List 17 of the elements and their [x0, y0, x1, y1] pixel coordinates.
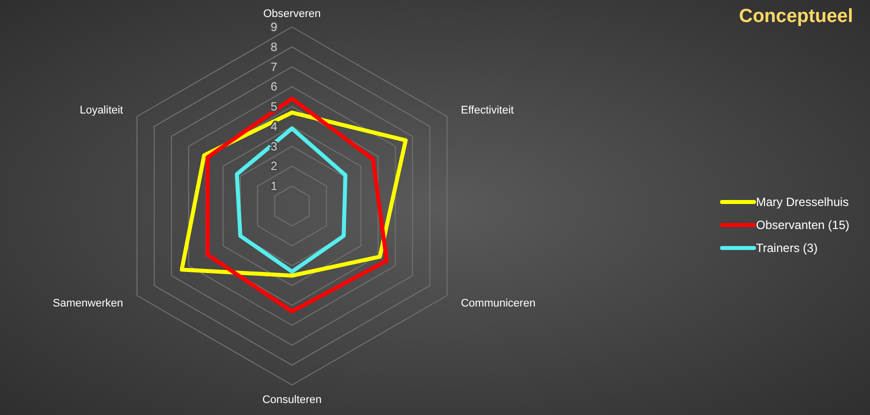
y-tick-label: 2 — [270, 159, 278, 174]
y-tick-label: 1 — [270, 179, 278, 194]
legend-label: Mary Dresselhuis — [756, 195, 849, 209]
spoke-label: Loyaliteit — [80, 104, 124, 116]
y-tick-label: 4 — [270, 119, 278, 134]
y-tick-label: 9 — [270, 20, 278, 34]
y-tick-label: 7 — [270, 60, 278, 74]
legend-label: Trainers (3) — [756, 241, 818, 255]
spoke-label: Effectiviteit — [460, 104, 514, 116]
spoke-label: Samenwerken — [52, 298, 124, 310]
spoke-label: Consulteren — [262, 394, 322, 406]
y-tick-label: 6 — [270, 80, 278, 94]
spoke-label: Communiceren — [460, 298, 536, 310]
spoke-label: Observeren — [263, 8, 321, 20]
y-tick-label: 8 — [270, 40, 278, 54]
chart-title: Conceptueel — [738, 6, 853, 27]
legend-label: Observanten (15) — [756, 218, 850, 232]
